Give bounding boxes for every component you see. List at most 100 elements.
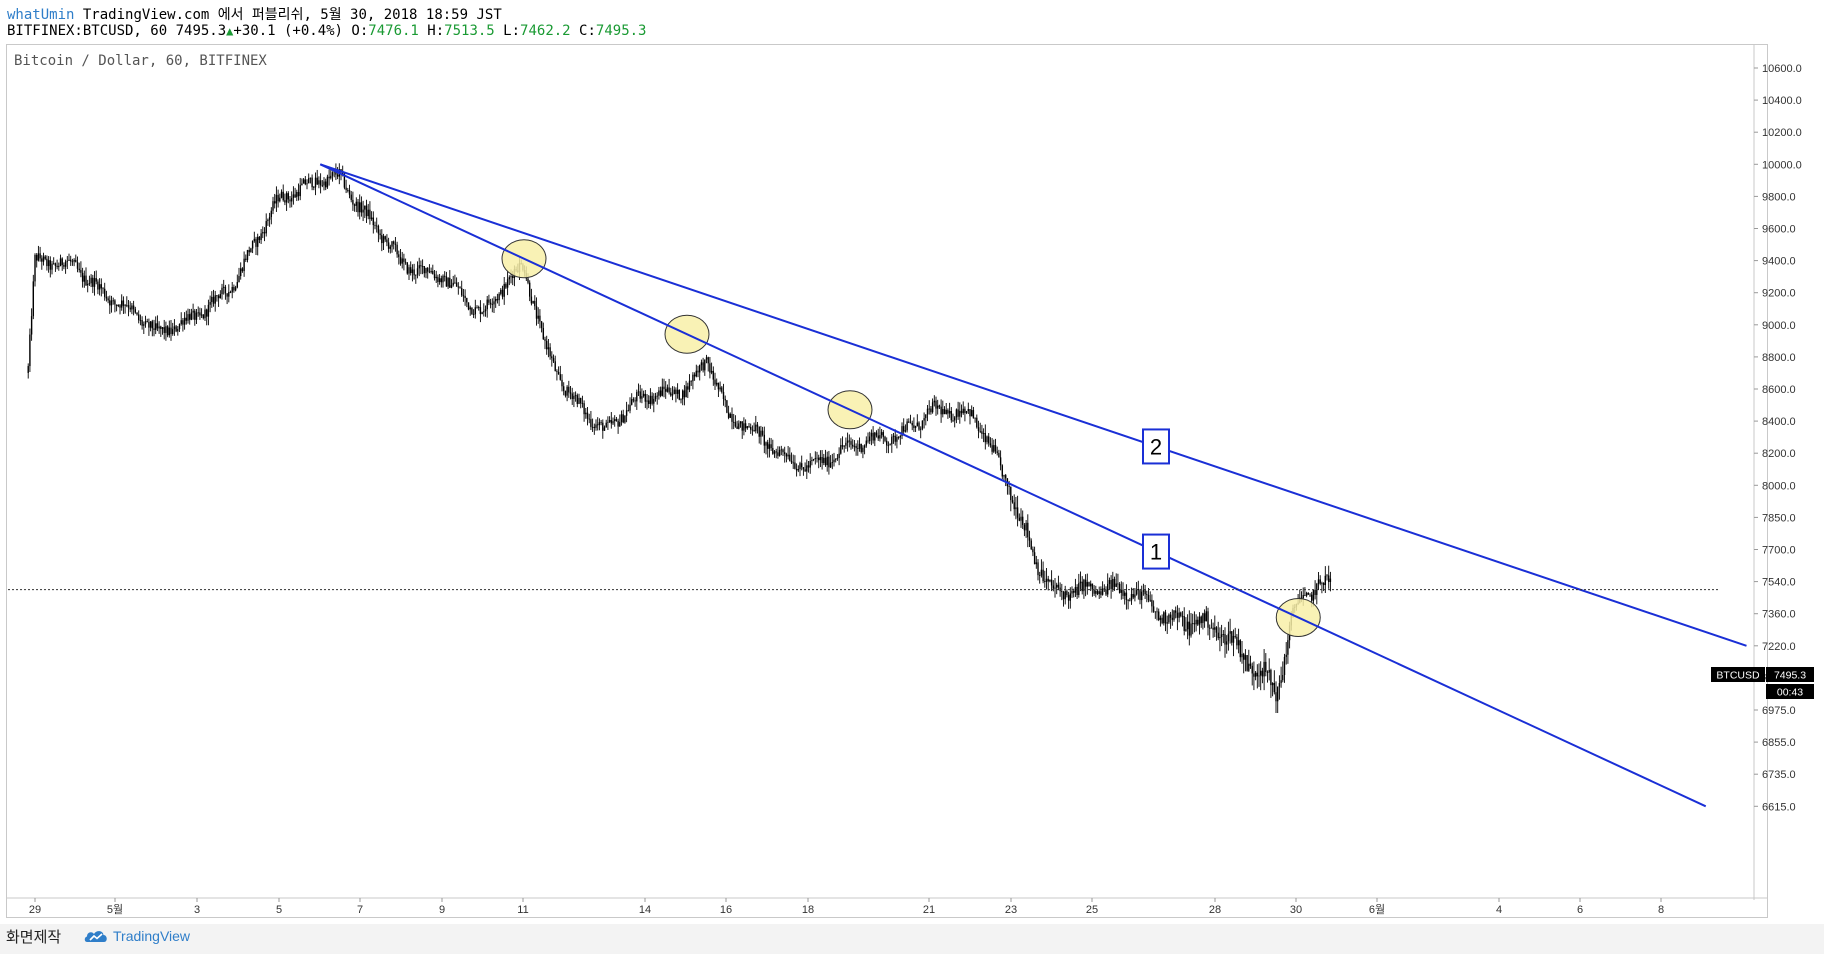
trendline-2[interactable] xyxy=(319,163,1747,647)
candle-body xyxy=(1181,615,1184,617)
candle-body xyxy=(761,430,764,435)
candle-body xyxy=(1220,634,1223,637)
trendline-label-2-box[interactable] xyxy=(1142,428,1170,465)
candle-body xyxy=(93,278,96,287)
candle-body xyxy=(166,326,169,336)
candle-body xyxy=(353,204,356,206)
candle-body xyxy=(216,295,218,297)
candle-body xyxy=(955,409,958,418)
candle-body xyxy=(812,459,815,461)
candle-body xyxy=(622,414,624,423)
candle-body xyxy=(357,201,359,213)
candle-body xyxy=(134,309,137,313)
candle-body xyxy=(277,194,279,202)
candle-body xyxy=(755,424,757,432)
candle-body xyxy=(68,259,70,261)
candle-body xyxy=(678,389,681,400)
candle-body xyxy=(1234,635,1236,637)
trendline-1[interactable] xyxy=(319,163,1707,808)
candle-body xyxy=(952,420,954,422)
candle-body xyxy=(542,327,545,340)
candle-body xyxy=(1047,578,1049,582)
candle-body xyxy=(285,193,288,203)
candle-body xyxy=(1044,581,1046,582)
candle-body xyxy=(1018,517,1021,521)
candle-body xyxy=(1156,611,1158,613)
candle-body xyxy=(1309,594,1311,596)
candle-body xyxy=(833,459,835,463)
candle-body xyxy=(772,448,774,454)
candle-body xyxy=(455,282,458,287)
candle-body xyxy=(413,269,415,276)
chart-watermark: Bitcoin / Dollar, 60, BITFINEX xyxy=(14,53,267,69)
candle-body xyxy=(693,374,696,377)
author-name[interactable]: whatUmin xyxy=(7,7,75,23)
candle-body xyxy=(1066,591,1068,596)
candle-body xyxy=(471,307,473,315)
time-axis[interactable]: 29 5월 3 5 7 9 11 14 16 18 21 23 25 28 30 6월 4 6 8 xyxy=(29,898,1664,916)
candle-body xyxy=(206,309,208,317)
candle-body xyxy=(241,268,244,272)
credit-text: TradingView.com 에서 퍼블리쉬, 5월 30, 2018 18:… xyxy=(82,7,502,23)
candle-body xyxy=(255,238,257,247)
candle-body xyxy=(551,356,553,359)
candle-body xyxy=(506,279,509,288)
candle-body xyxy=(1158,611,1160,620)
candle-body xyxy=(1321,582,1323,584)
trendline-label-1-box[interactable] xyxy=(1142,533,1170,570)
candle-body xyxy=(829,462,832,468)
candle-body xyxy=(721,387,723,392)
candle-body xyxy=(319,180,322,186)
candle-body xyxy=(787,454,789,457)
candle-body xyxy=(612,421,614,424)
candle-body xyxy=(546,340,548,350)
high-value: 7513.5 xyxy=(444,23,495,39)
candle-body xyxy=(163,327,165,333)
tradingview-brand[interactable]: TradingView xyxy=(84,928,190,944)
candle-body xyxy=(387,242,390,249)
candle-body xyxy=(64,261,67,267)
candle-body xyxy=(751,429,754,431)
candle-body xyxy=(1057,584,1060,588)
candle-body xyxy=(418,265,420,269)
candle-body xyxy=(251,241,254,249)
x-tick-label: 6 xyxy=(1577,904,1583,916)
candle-body xyxy=(229,291,232,293)
candle-body xyxy=(994,445,997,452)
candle-body xyxy=(838,453,840,458)
candle-body xyxy=(824,457,827,466)
candle-body xyxy=(1192,623,1194,625)
y-tick-label: 9000.0 xyxy=(1762,320,1796,332)
candle-body xyxy=(663,386,665,390)
x-tick-label: 11 xyxy=(517,904,528,916)
candle-body xyxy=(194,310,196,320)
candle-body xyxy=(1282,674,1284,681)
candle-body xyxy=(563,386,565,391)
candle-body xyxy=(1076,586,1078,595)
candle-body xyxy=(741,421,743,431)
candle-body xyxy=(977,427,980,431)
price-axis[interactable]: 10600.0 10400.0 10200.0 10000.0 9800.0 9600.0… xyxy=(1754,63,1802,813)
candle-body xyxy=(651,395,653,404)
candle-body xyxy=(1180,612,1182,616)
y-tick-label: 8000.0 xyxy=(1762,480,1796,492)
candle-body xyxy=(841,445,844,447)
candle-body xyxy=(947,409,949,414)
candle-body xyxy=(1243,653,1245,660)
candle-body xyxy=(1090,583,1092,587)
candle-body xyxy=(767,442,769,449)
candle-body xyxy=(913,425,915,428)
candle-body xyxy=(886,440,888,446)
candle-body xyxy=(1147,595,1150,601)
candle-body xyxy=(704,359,706,371)
x-tick-label: 14 xyxy=(639,904,651,916)
candle-body xyxy=(1027,522,1029,538)
candle-body xyxy=(1324,575,1327,586)
candle-body xyxy=(498,293,500,301)
candle-body xyxy=(495,299,497,302)
candle-body xyxy=(959,410,961,417)
candle-body xyxy=(464,295,466,298)
candle-body xyxy=(1239,640,1242,658)
candle-body xyxy=(986,436,988,443)
